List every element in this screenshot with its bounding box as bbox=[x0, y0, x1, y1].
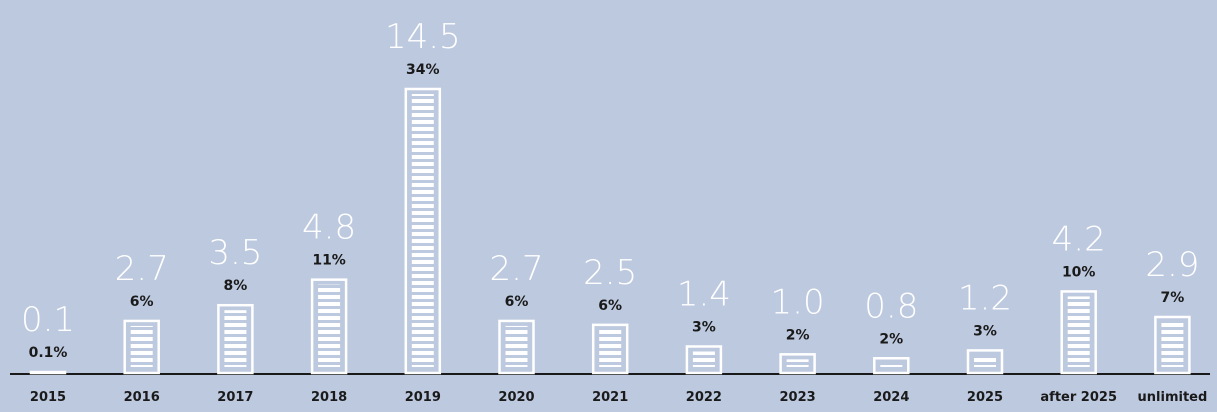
bar-stripes bbox=[224, 310, 247, 367]
share-label: 3% bbox=[692, 319, 716, 335]
bar-stripes bbox=[130, 325, 153, 367]
value-label: 1.2 bbox=[958, 278, 1012, 318]
bar-stripes bbox=[786, 359, 809, 367]
bar-stripes bbox=[1067, 296, 1090, 367]
value-label: 2.5 bbox=[583, 253, 637, 293]
bar-stripes bbox=[974, 355, 996, 367]
bar bbox=[779, 353, 816, 375]
bar bbox=[123, 319, 160, 375]
x-tick-label: 2025 bbox=[967, 390, 1003, 405]
bar-stripes bbox=[1161, 322, 1184, 367]
bar-stripes bbox=[411, 94, 434, 367]
share-label: 6% bbox=[130, 294, 154, 310]
share-label: 34% bbox=[406, 62, 440, 78]
value-label: 0.1 bbox=[21, 300, 75, 340]
share-label: 0.1% bbox=[29, 345, 68, 361]
x-tick-label: 2016 bbox=[124, 390, 160, 405]
x-tick-label: 2022 bbox=[686, 390, 722, 405]
x-tick-label: 2018 bbox=[311, 390, 347, 405]
x-tick-label: 2015 bbox=[30, 390, 66, 405]
share-label: 3% bbox=[973, 323, 997, 339]
value-label: 0.8 bbox=[864, 286, 918, 326]
value-label: 3.5 bbox=[208, 233, 262, 273]
bar bbox=[310, 278, 348, 375]
bar bbox=[685, 345, 723, 375]
value-label: 2.9 bbox=[1145, 245, 1199, 285]
x-tick-label: 2019 bbox=[405, 390, 441, 405]
x-tick-label: after 2025 bbox=[1040, 390, 1117, 405]
share-label: 2% bbox=[786, 327, 810, 343]
bar-stripes bbox=[318, 284, 341, 367]
share-label: 10% bbox=[1062, 264, 1096, 280]
value-label: 2.7 bbox=[115, 249, 169, 289]
bar bbox=[29, 370, 67, 375]
value-label: 1.4 bbox=[677, 274, 731, 314]
x-tick-label: 2024 bbox=[873, 390, 909, 405]
value-label: 4.8 bbox=[302, 208, 356, 248]
bar bbox=[217, 303, 254, 375]
share-label: 8% bbox=[224, 278, 248, 294]
bar bbox=[966, 349, 1004, 375]
value-label: 4.2 bbox=[1052, 219, 1106, 259]
bar bbox=[873, 357, 910, 375]
value-label: 2.7 bbox=[489, 249, 543, 289]
bar-stripes bbox=[880, 363, 903, 367]
bar bbox=[591, 323, 629, 375]
value-label: 14.5 bbox=[385, 17, 461, 57]
share-label: 7% bbox=[1161, 290, 1185, 306]
x-tick-label: 2021 bbox=[592, 390, 628, 405]
x-tick-label: unlimited bbox=[1138, 390, 1208, 405]
bar bbox=[498, 319, 535, 375]
share-label: 6% bbox=[505, 294, 529, 310]
share-label: 6% bbox=[598, 298, 622, 314]
x-tick-label: 2023 bbox=[780, 390, 816, 405]
x-tick-label: 2020 bbox=[498, 390, 534, 405]
bar bbox=[1154, 315, 1191, 375]
bar bbox=[404, 87, 442, 375]
bar-stripes bbox=[692, 351, 715, 367]
share-label: 2% bbox=[879, 331, 903, 347]
x-tick-label: 2017 bbox=[217, 390, 253, 405]
bar-stripes bbox=[599, 329, 622, 367]
bar bbox=[1060, 290, 1097, 375]
share-label: 11% bbox=[312, 253, 346, 269]
value-label: 1.0 bbox=[771, 282, 825, 322]
bar-stripes bbox=[505, 325, 528, 367]
